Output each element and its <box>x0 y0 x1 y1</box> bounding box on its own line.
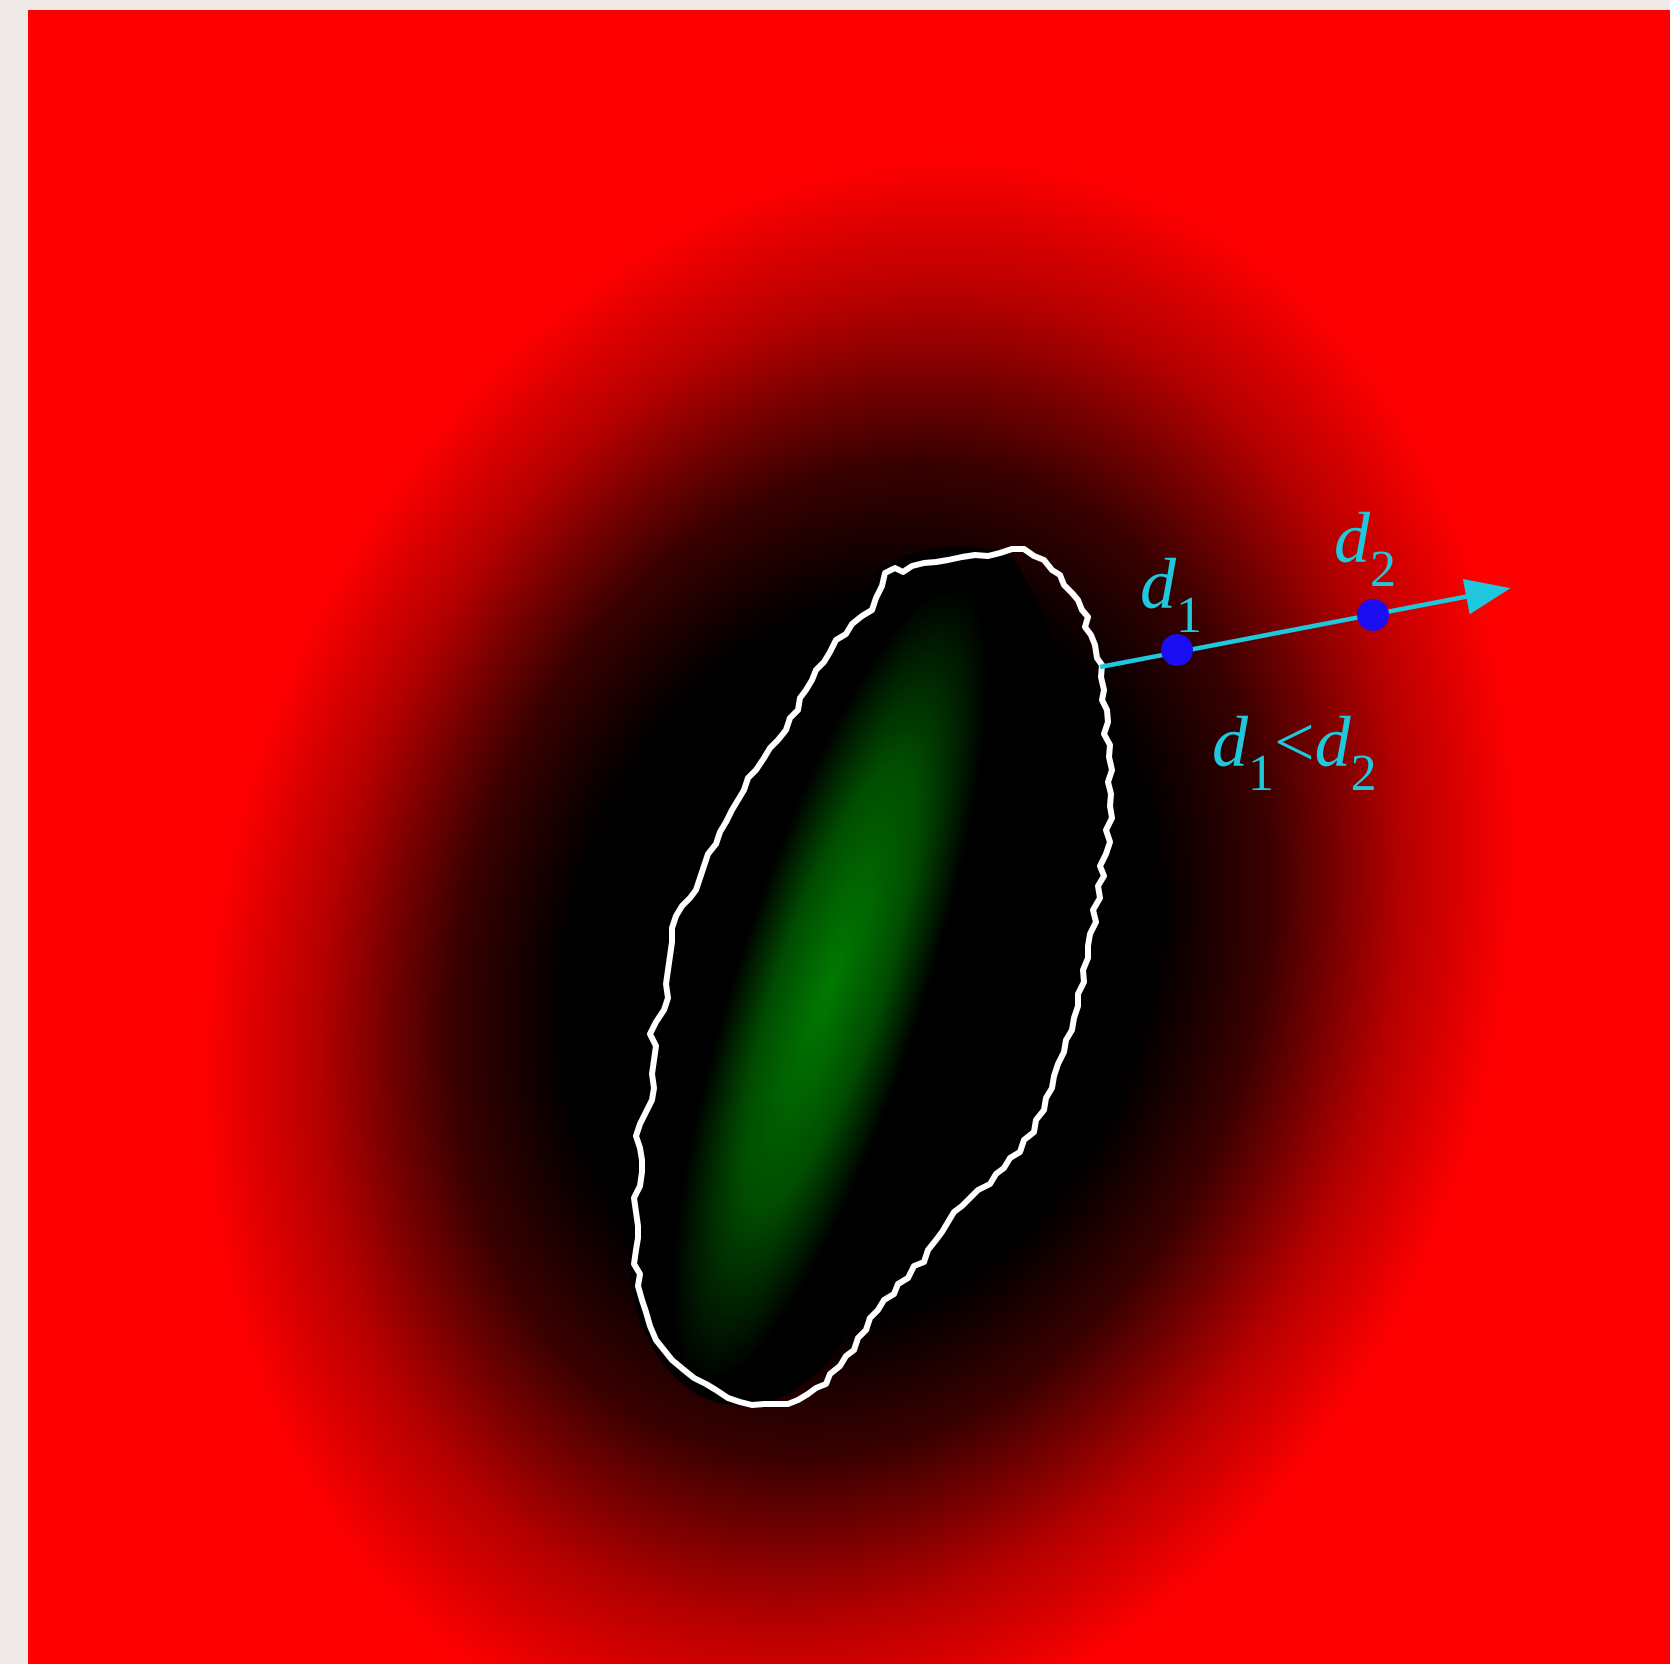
label-d2-sub: 2 <box>1370 541 1396 598</box>
label-d2-var: d <box>1334 498 1371 578</box>
relation-label: d1<d2 <box>1212 702 1377 802</box>
point-d2 <box>1357 599 1389 631</box>
label-d1-sub: 1 <box>1176 587 1202 644</box>
margin-left <box>0 0 28 1664</box>
margin-top <box>0 0 1670 10</box>
label-d1: d1 <box>1140 544 1202 644</box>
relation-left-sub: 1 <box>1248 745 1274 802</box>
relation-left-var: d <box>1212 702 1249 782</box>
region-boundary <box>631 546 1115 1408</box>
relation-right-var: d <box>1315 702 1352 782</box>
point-d1 <box>1161 634 1193 666</box>
inside-region <box>630 546 1102 1406</box>
label-d2: d2 <box>1334 498 1396 598</box>
relation-operator: < <box>1274 702 1315 782</box>
label-d1-var: d <box>1140 544 1177 624</box>
relation-right-sub: 2 <box>1351 745 1377 802</box>
